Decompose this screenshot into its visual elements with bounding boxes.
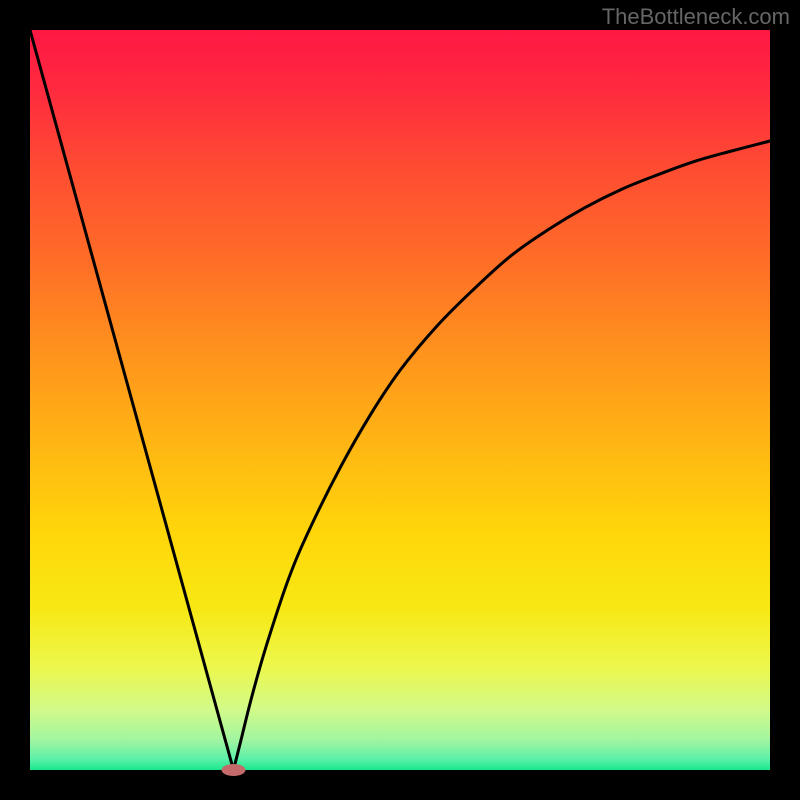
bottleneck-chart [0, 0, 800, 800]
watermark-text: TheBottleneck.com [602, 4, 790, 30]
optimal-marker [222, 764, 246, 776]
chart-plot-bg [30, 30, 770, 770]
chart-container: TheBottleneck.com [0, 0, 800, 800]
